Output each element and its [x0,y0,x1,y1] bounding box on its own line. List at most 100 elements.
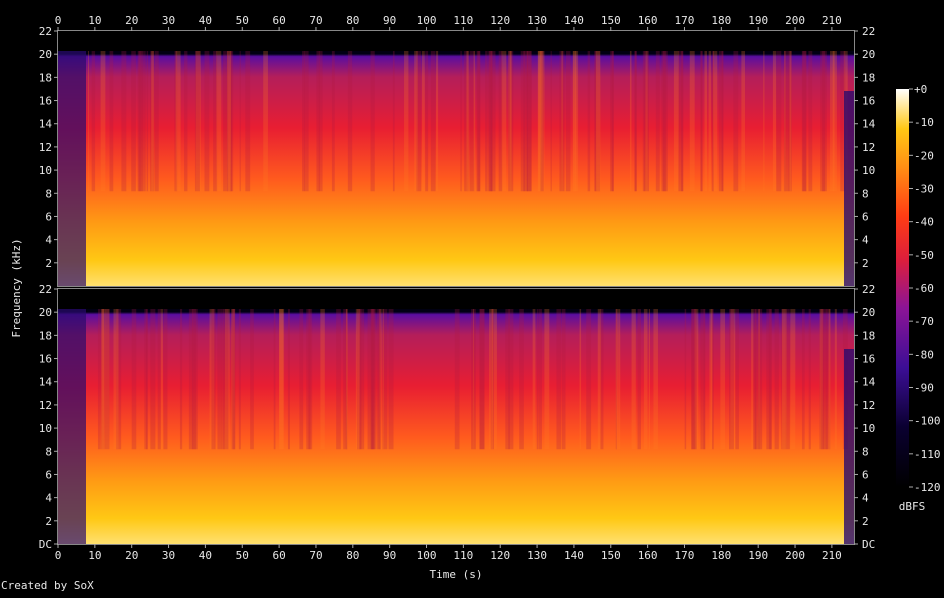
spectrogram-streak [491,309,497,450]
spectrogram-streak [691,309,697,450]
spectrogram-streak [537,51,542,192]
spectrogram-streak [783,51,786,192]
spectrogram-streak [678,51,684,192]
spectrogram-streak [763,51,765,192]
spectrogram-streak [476,51,480,192]
spectrogram-streak [832,51,837,192]
spectrogram-streak [648,309,651,450]
spectrogram-streak [523,51,528,192]
spectrogram-streak [347,51,353,192]
spectrogram-streak [101,309,105,450]
spectrogram-streak [184,51,188,192]
spectrogram-streak [544,309,550,450]
colorbar-tick-label: +0 [914,83,927,96]
spectrogram-streak [306,309,311,450]
spectrogram-streak [508,309,514,450]
spectrogram-streak [741,51,746,192]
y-tick-label: 20 [39,48,52,61]
spectrogram-streak [473,51,476,192]
spectrogram-streak [227,51,232,192]
colorbar-tick-label: -30 [914,183,934,196]
spectrogram-streak [520,51,526,192]
spectrogram-streak [819,309,825,450]
spectrogram-streak [718,51,724,192]
y-tick-label: 10 [39,164,52,177]
y-tick-label: 14 [39,118,53,131]
spectrogram-streak [144,309,148,450]
x-tick-label: 50 [236,549,249,562]
x-tick-label: 200 [785,14,805,27]
spectrogram-streak [501,51,507,192]
spectrogram-streak [227,51,233,192]
x-tick-label: 90 [383,14,396,27]
spectrogram-streak [556,309,561,450]
spectrogram-streak [733,51,739,192]
spectrogram-streak [645,51,648,192]
y-tick-label: 8 [45,445,52,458]
spectrogram-streak [231,309,235,450]
spectrogram-streak [232,309,236,450]
spectrogram-streak [287,309,290,450]
x-tick-label: 0 [55,14,62,27]
spectrogram-streak [729,309,734,450]
spectrogram-streak [550,51,552,192]
spectrogram-streak [370,309,375,450]
spectrogram-streak [769,309,772,450]
spectrogram-streak [597,309,602,450]
spectrogram-fade-region [844,349,854,544]
y-tick-label: 16 [39,95,52,108]
spectrogram-streak [131,51,136,192]
spectrogram-streak [673,51,679,192]
spectrogram-streak [538,309,542,450]
y-tick-label: 16 [862,353,875,366]
x-tick-label: 30 [162,549,175,562]
plot-frame-top [57,30,855,287]
y-tick-label: 22 [39,25,52,38]
spectrogram-streak [174,51,178,192]
spectrogram-streak [308,309,313,450]
spectrogram-streak [629,51,632,192]
spectrogram-streak [820,51,826,192]
y-tick-label: 4 [45,234,52,247]
spectrogram-streak [224,309,230,450]
spectrogram-streak [331,51,335,192]
spectrogram-streak [754,309,760,450]
y-tick-label: 14 [862,376,876,389]
spectrogram-streak [216,51,222,192]
spectrogram-streak [532,309,536,450]
spectrogram-streak [371,309,375,450]
spectrogram-streak [701,51,703,192]
spectrogram-streak [709,309,713,450]
spectrogram-streak [194,51,200,192]
spectrogram-streak [299,309,304,450]
spectrogram-streak [137,51,142,192]
x-tick-label: 170 [675,14,695,27]
spectrogram-streak [785,309,790,450]
spectrogram-streak [316,51,320,192]
spectrogram-streak [378,309,380,450]
spectrogram-streak [100,309,105,450]
spectrogram-streak [610,51,614,192]
y-tick-label: 4 [862,492,869,505]
spectrogram-streak [231,309,235,450]
x-tick-label: 60 [272,14,285,27]
spectrogram-streak [826,309,828,450]
spectrogram-streak [774,309,779,450]
spectrogram-streak [781,309,786,450]
x-tick-label: 150 [601,14,621,27]
spectrogram-streak [801,309,805,450]
spectrogram-streak [273,309,276,450]
spectrogram-streak [508,51,514,192]
spectrogram-streak [653,309,658,450]
x-tick-label: 0 [55,549,62,562]
x-tick-label: 140 [564,549,584,562]
y-tick-label: 16 [39,353,52,366]
spectrogram-streak [539,51,545,192]
y-tick-label: 12 [39,399,52,412]
spectrogram-streak [828,309,831,450]
x-tick-label: 70 [309,549,322,562]
spectrogram-streak [808,309,811,450]
x-axis-label: Time (s) [430,568,483,581]
y-tick-label: 18 [39,329,52,342]
